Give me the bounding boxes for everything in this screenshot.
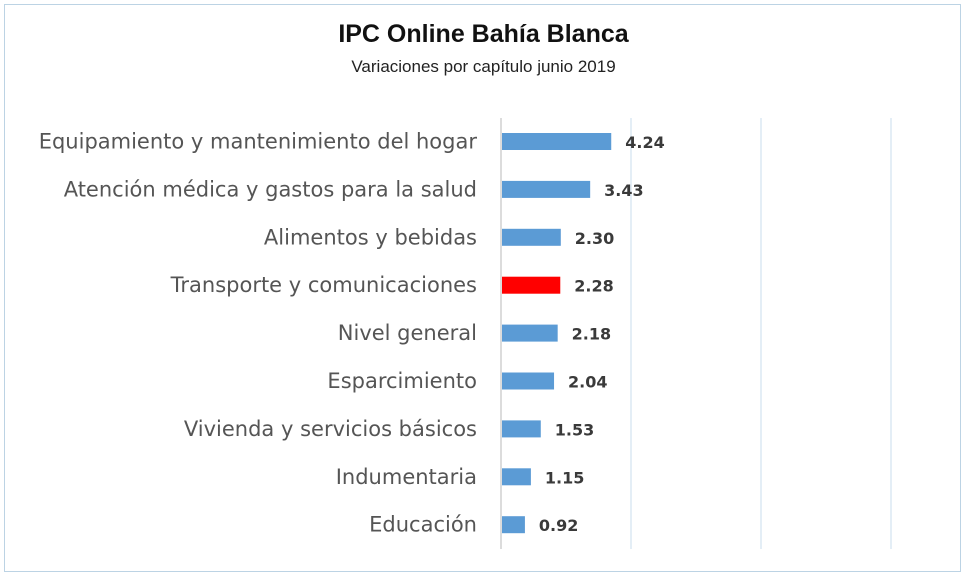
- value-label-7: 1.15: [545, 468, 584, 487]
- category-label-3: Transporte y comunicaciones: [170, 273, 477, 297]
- bar-2: [502, 228, 561, 246]
- category-label-8: Educación: [369, 513, 477, 537]
- value-label-6: 1.53: [555, 420, 594, 439]
- chart-title: IPC Online Bahía Blanca: [338, 20, 629, 48]
- value-labels: 4.24 3.43 2.30 2.28 2.18 2.04 1.53 1.15 0.92: [539, 133, 665, 535]
- category-label-2: Alimentos y bebidas: [264, 225, 477, 249]
- bar-1: [502, 180, 591, 198]
- category-labels: Equipamiento y mantenimiento del hogar At…: [39, 130, 478, 537]
- value-label-2: 2.30: [575, 229, 614, 248]
- bar-0: [502, 133, 612, 150]
- bar-7: [502, 468, 531, 486]
- category-label-0: Equipamiento y mantenimiento del hogar: [39, 130, 478, 154]
- value-label-1: 3.43: [604, 181, 643, 200]
- bar-8: [502, 516, 525, 534]
- value-label-3: 2.28: [574, 277, 613, 296]
- gridlines: [500, 118, 892, 549]
- category-label-5: Esparcimiento: [327, 369, 477, 393]
- bar-4: [502, 324, 558, 342]
- category-label-4: Nivel general: [338, 321, 477, 345]
- chart-subtitle: Variaciones por capítulo junio 2019: [351, 57, 616, 76]
- chart-frame: [4, 4, 961, 572]
- bar-6: [502, 420, 541, 438]
- bars: [502, 133, 612, 534]
- value-label-8: 0.92: [539, 516, 578, 535]
- value-label-0: 4.24: [625, 133, 664, 152]
- value-label-5: 2.04: [568, 373, 607, 392]
- value-label-4: 2.18: [572, 325, 611, 344]
- category-label-7: Indumentaria: [336, 465, 477, 489]
- bar-3: [502, 276, 561, 294]
- category-label-1: Atención médica y gastos para la salud: [64, 177, 477, 201]
- bar-5: [502, 372, 555, 390]
- category-label-6: Vivienda y servicios básicos: [184, 417, 477, 441]
